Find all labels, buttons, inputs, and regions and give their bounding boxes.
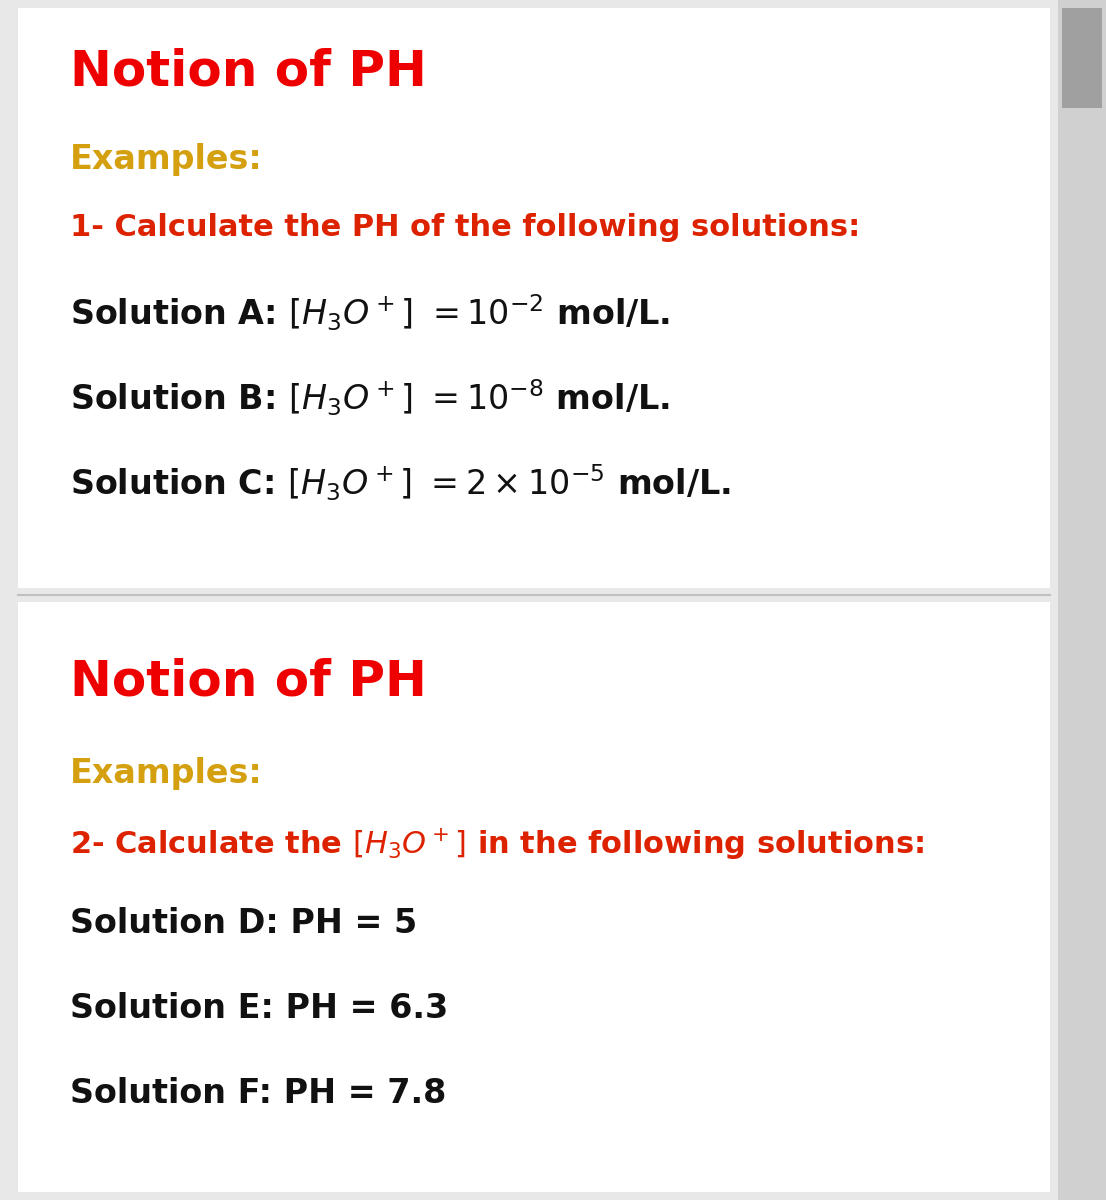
Bar bbox=[18, 602, 1050, 1192]
Bar bbox=[1058, 0, 1106, 1200]
Text: Solution F: PH = 7.8: Solution F: PH = 7.8 bbox=[70, 1078, 447, 1110]
Text: Solution B: $[H_3O^+]$ $= 10^{-8}$ mol/L.: Solution B: $[H_3O^+]$ $= 10^{-8}$ mol/L… bbox=[70, 378, 670, 419]
Bar bbox=[1062, 8, 1102, 108]
Text: Solution A: $[H_3O^+]$ $= 10^{-2}$ mol/L.: Solution A: $[H_3O^+]$ $= 10^{-2}$ mol/L… bbox=[70, 293, 670, 334]
Text: 2- Calculate the $[H_3O^+]$ in the following solutions:: 2- Calculate the $[H_3O^+]$ in the follo… bbox=[70, 827, 925, 862]
Text: Notion of PH: Notion of PH bbox=[70, 48, 427, 96]
Bar bbox=[18, 8, 1050, 588]
Text: Notion of PH: Notion of PH bbox=[70, 658, 427, 704]
Text: Solution E: PH = 6.3: Solution E: PH = 6.3 bbox=[70, 992, 448, 1025]
Text: 1- Calculate the PH of the following solutions:: 1- Calculate the PH of the following sol… bbox=[70, 214, 860, 242]
Text: Solution D: PH = 5: Solution D: PH = 5 bbox=[70, 907, 417, 940]
Text: Examples:: Examples: bbox=[70, 757, 263, 790]
Text: Solution C: $[H_3O^+]$ $= 2 \times 10^{-5}$ mol/L.: Solution C: $[H_3O^+]$ $= 2 \times 10^{-… bbox=[70, 463, 731, 504]
Text: Examples:: Examples: bbox=[70, 143, 263, 176]
